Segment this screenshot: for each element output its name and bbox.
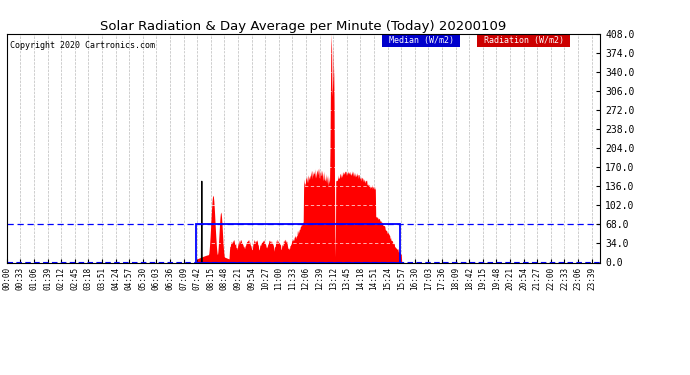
- Text: Radiation (W/m2): Radiation (W/m2): [479, 36, 569, 45]
- Title: Solar Radiation & Day Average per Minute (Today) 20200109: Solar Radiation & Day Average per Minute…: [101, 20, 506, 33]
- Text: Copyright 2020 Cartronics.com: Copyright 2020 Cartronics.com: [10, 40, 155, 50]
- Bar: [197, 224, 400, 262]
- Text: Median (W/m2): Median (W/m2): [384, 36, 459, 45]
